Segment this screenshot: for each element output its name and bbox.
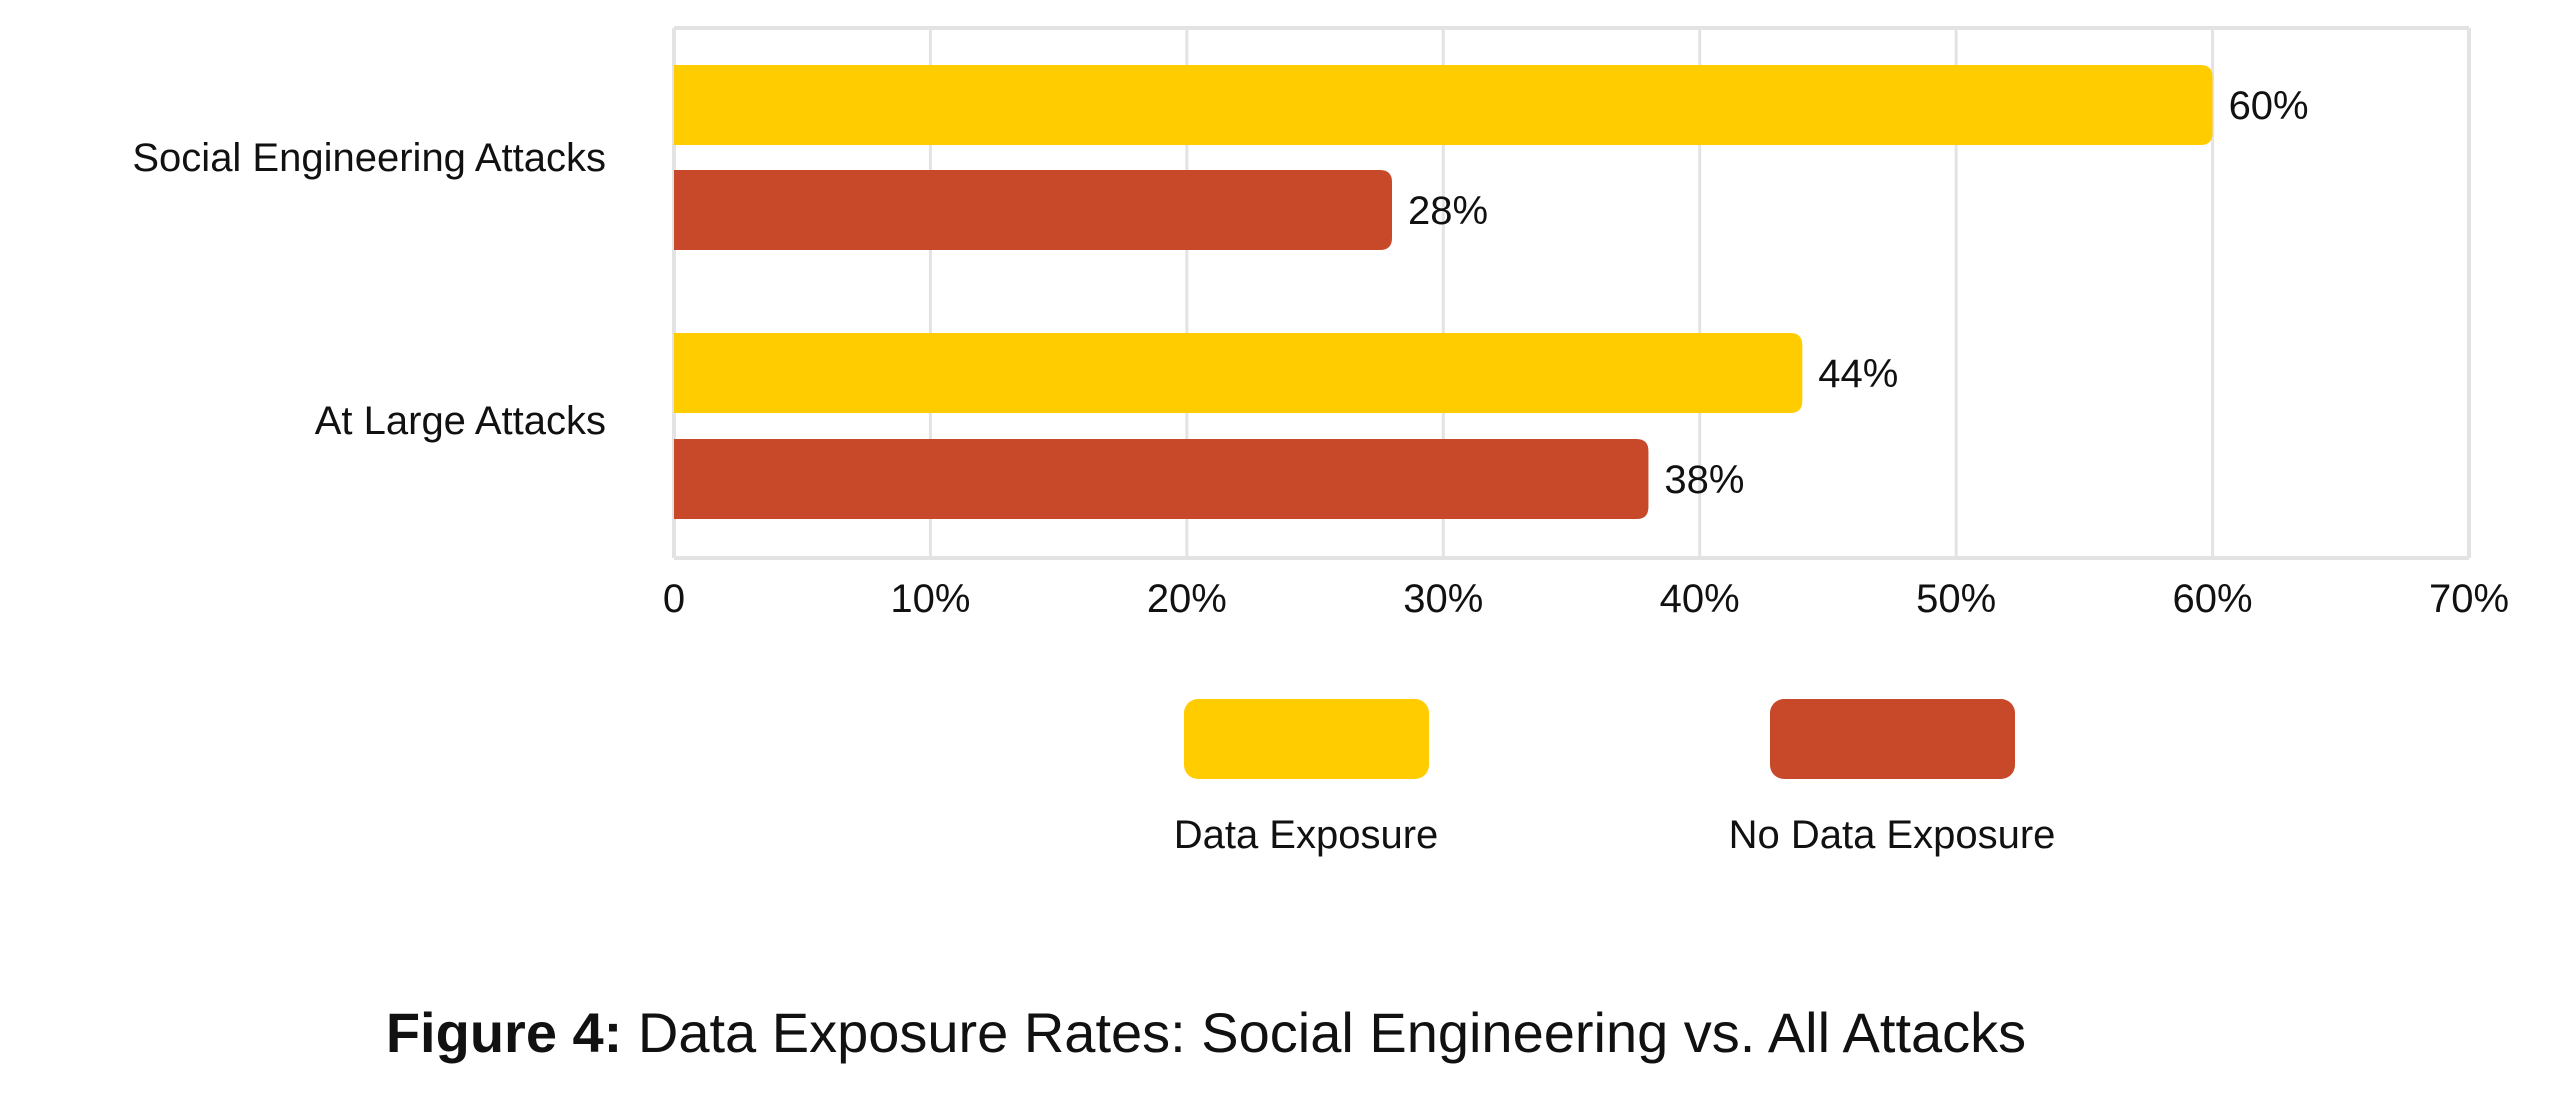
bar — [674, 439, 1649, 519]
x-tick-label: 60% — [2173, 577, 2253, 621]
x-tick-label: 10% — [890, 577, 970, 621]
x-tick-label: 20% — [1147, 577, 1227, 621]
legend-label: No Data Exposure — [1729, 813, 2056, 857]
category-label: At Large Attacks — [315, 399, 606, 443]
category-labels: Social Engineering Attacks At Large Attac… — [132, 136, 606, 443]
x-tick-label: 30% — [1403, 577, 1483, 621]
caption-text: Data Exposure Rates: Social Engineering … — [622, 1001, 2026, 1064]
x-tick-label: 70% — [2429, 577, 2509, 621]
data-label: 28% — [1408, 189, 1488, 233]
x-tick-labels: 0 10% 20% 30% 40% 50% 60% 70% — [663, 577, 2509, 621]
x-tick-label: 0 — [663, 577, 685, 621]
bar — [674, 65, 2213, 145]
legend: Data Exposure No Data Exposure — [1174, 699, 2056, 857]
legend-label: Data Exposure — [1174, 813, 1439, 857]
figure-caption: Figure 4: Data Exposure Rates: Social En… — [386, 1001, 2026, 1064]
x-tick-label: 40% — [1660, 577, 1740, 621]
legend-swatch — [1770, 699, 2015, 779]
data-label: 38% — [1664, 458, 1744, 502]
data-label: 60% — [2229, 84, 2309, 128]
data-label: 44% — [1818, 352, 1898, 396]
bar — [674, 170, 1392, 250]
bar — [674, 333, 1803, 413]
legend-swatch — [1184, 699, 1429, 779]
bars: 60% 44% 28% 38% — [674, 65, 2309, 519]
x-tick-label: 50% — [1916, 577, 1996, 621]
category-label: Social Engineering Attacks — [132, 136, 606, 180]
caption-bold: Figure 4: — [386, 1001, 622, 1064]
